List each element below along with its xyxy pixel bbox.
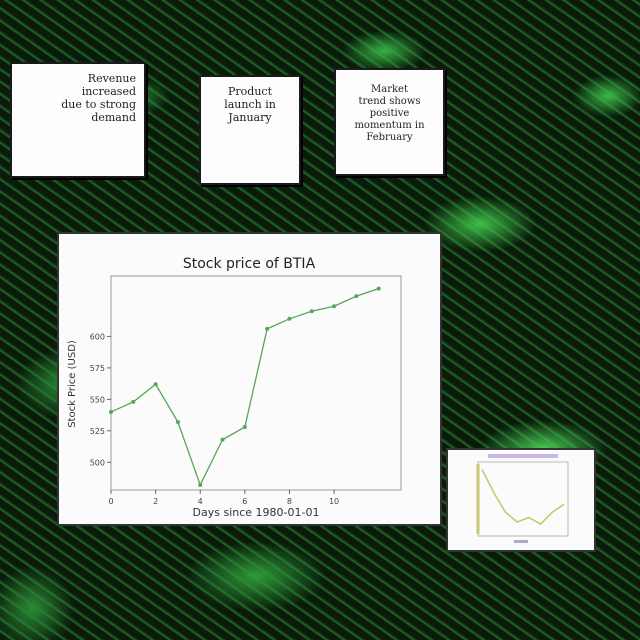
x-tick-label: 0	[108, 497, 113, 506]
data-point	[220, 437, 225, 442]
x-tick-label: 10	[329, 497, 339, 506]
note-line: positive	[369, 108, 410, 119]
note-line: February	[366, 132, 413, 143]
thumbnail-chart-svg	[476, 454, 569, 543]
plot-area-frame	[110, 275, 402, 491]
data-point	[265, 326, 270, 331]
x-axis-label: Days since 1980-01-01	[193, 506, 320, 519]
thumbnail-plot-frame	[477, 461, 569, 537]
note-line: momentum in	[354, 120, 425, 131]
x-axis: 0 2 4 6 8 10	[108, 490, 339, 506]
stock-price-chart: Stock price of BTIA 500 525 550 575 600 0 2 4 6…	[57, 232, 442, 526]
x-tick-label: 4	[198, 497, 203, 506]
note-line: Product	[228, 85, 272, 98]
note-line: launch in	[224, 98, 276, 111]
data-point	[354, 294, 359, 299]
note-line: due to strong	[61, 98, 136, 111]
y-tick-label: 500	[90, 458, 105, 467]
data-point	[109, 409, 113, 414]
note-line: demand	[91, 111, 136, 124]
y-axis: 500 525 550 575 600	[90, 332, 111, 467]
chart-svg: Stock price of BTIA 500 525 550 575 600 0 2 4 6…	[67, 256, 402, 519]
y-tick-label: 575	[90, 364, 105, 373]
x-tick-label: 8	[287, 497, 292, 506]
data-point	[309, 309, 314, 314]
y-tick-label: 525	[90, 427, 105, 436]
note-line: Revenue	[87, 72, 136, 85]
annotation-note-revenue: Revenue increased due to strong demand	[10, 62, 146, 178]
data-point	[175, 420, 180, 425]
data-point	[242, 425, 247, 430]
x-tick-label: 6	[242, 497, 247, 506]
data-point	[198, 482, 203, 487]
data-point	[287, 316, 292, 321]
annotation-note-product-launch: Product launch in January	[199, 75, 301, 185]
series-points	[109, 286, 381, 487]
chart-title: Stock price of BTIA	[183, 256, 316, 272]
thumbnail-x-label	[514, 540, 528, 543]
note-line: trend shows	[358, 96, 421, 107]
series-line	[110, 287, 379, 487]
thumbnail-chart	[446, 448, 596, 552]
data-point	[131, 399, 136, 404]
note-line: increased	[81, 85, 136, 98]
data-point	[376, 286, 381, 291]
y-tick-label: 600	[90, 332, 105, 341]
data-point	[332, 304, 337, 309]
y-tick-label: 550	[90, 395, 105, 404]
data-point	[153, 382, 158, 387]
x-tick-label: 2	[153, 497, 158, 506]
note-line: January	[228, 111, 272, 124]
thumbnail-series-line	[481, 468, 565, 526]
annotation-note-market-trend: Market trend shows positive momentum in …	[334, 68, 445, 176]
y-axis-label: Stock Price (USD)	[67, 340, 78, 428]
thumbnail-title-bar	[488, 454, 558, 458]
note-line: Market	[371, 84, 408, 95]
